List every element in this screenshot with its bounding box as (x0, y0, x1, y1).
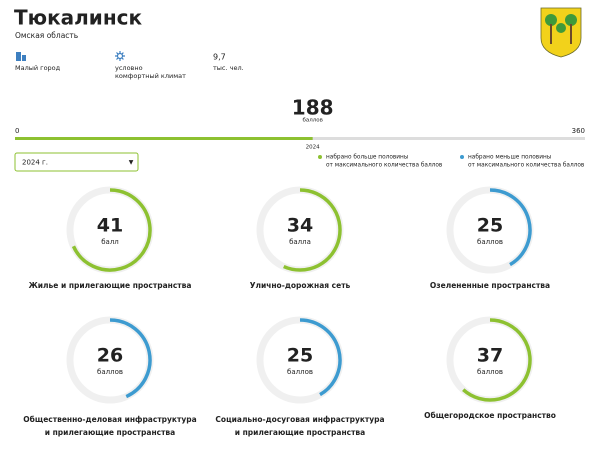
score-unit: баллов (302, 118, 322, 124)
card-value: 25 (287, 345, 313, 367)
info-text: тыс. чел. (213, 64, 244, 72)
legend-text: набрано меньше половины (468, 155, 552, 161)
dropdown-label: 2024 г. (22, 159, 48, 167)
card-label: и прилегающие пространства (235, 428, 365, 437)
score-arc (283, 188, 342, 272)
scale-min: 0 (15, 127, 19, 135)
card-unit: баллов (97, 368, 123, 376)
scale-max: 360 (572, 127, 585, 135)
score-arc (462, 318, 532, 402)
card-label: Озелененные пространства (430, 281, 550, 290)
card-value: 41 (97, 215, 123, 237)
card-label: и прилегающие пространства (45, 428, 175, 437)
card-value: 26 (97, 345, 123, 367)
year-dropdown[interactable] (14, 152, 139, 172)
legend-dot (318, 155, 322, 159)
info-text: Малый город (15, 64, 61, 72)
score-arc (489, 188, 532, 267)
card-value: 34 (287, 215, 313, 237)
card-unit: балла (289, 238, 311, 246)
progress-fill (15, 137, 313, 140)
icon-climate (115, 51, 125, 61)
icon-city (16, 52, 26, 61)
card-label: Жилье и прилегающие пространства (29, 281, 192, 290)
info-text: комфортный климат (115, 72, 186, 80)
score-arc (71, 188, 152, 272)
card-label: Общегородское пространство (424, 411, 556, 420)
legend-dot (460, 155, 464, 159)
card-value: 25 (477, 215, 503, 237)
region: Омская область (15, 31, 78, 40)
info-number: 9,7 (213, 53, 226, 62)
dropdown-arrow: ▼ (129, 159, 134, 166)
city-title: Тюкалинск (14, 6, 142, 30)
score-value: 188 (292, 96, 334, 120)
card-unit: баллов (287, 368, 313, 376)
legend-text: от максимального количества баллов (468, 163, 585, 169)
card-unit: балл (101, 238, 119, 246)
card-value: 37 (477, 345, 503, 367)
legend-text: набрано больше половины (326, 155, 409, 161)
score-arc (109, 318, 152, 399)
card-label: Улично-дорожная сеть (250, 281, 351, 290)
card-label: Общественно-деловая инфраструктура (23, 415, 196, 424)
legend-text: от максимального количества баллов (326, 163, 443, 169)
card-unit: баллов (477, 368, 503, 376)
coat-of-arms (540, 7, 582, 58)
info-text: условно (115, 64, 143, 72)
score-arc (299, 318, 342, 397)
card-label: Социально-досуговая инфраструктура (215, 415, 384, 424)
progress-year: 2024 (306, 145, 320, 151)
card-unit: баллов (477, 238, 503, 246)
